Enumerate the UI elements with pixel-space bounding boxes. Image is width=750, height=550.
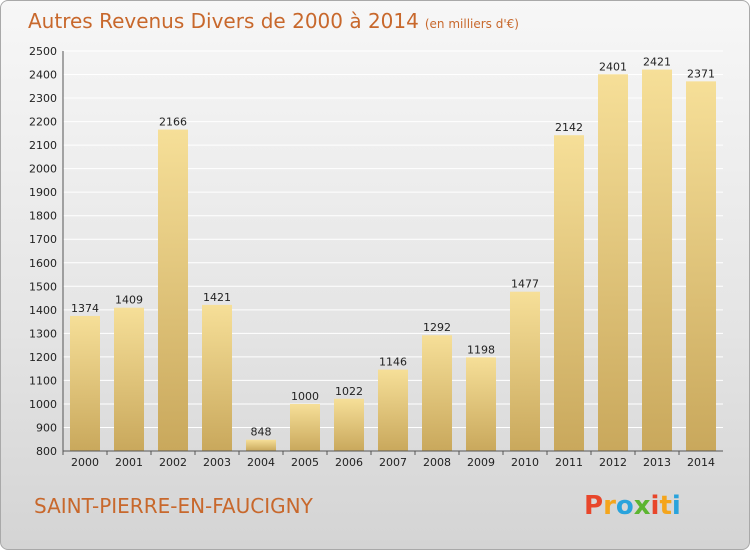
bars bbox=[70, 69, 716, 452]
value-label: 1198 bbox=[467, 343, 495, 356]
y-tick-label: 1600 bbox=[29, 257, 57, 270]
x-tick-label: 2011 bbox=[555, 456, 583, 469]
x-tick-label: 2005 bbox=[291, 456, 319, 469]
logo-letter: t bbox=[659, 491, 672, 521]
bar bbox=[510, 291, 540, 451]
y-tick-label: 2400 bbox=[29, 69, 57, 82]
bar bbox=[466, 357, 496, 451]
proxiti-logo: Proxiti bbox=[584, 491, 681, 521]
value-label: 1022 bbox=[335, 385, 363, 398]
bar bbox=[202, 304, 232, 451]
value-label: 1292 bbox=[423, 321, 451, 334]
x-tick-label: 2006 bbox=[335, 456, 363, 469]
value-label: 1421 bbox=[203, 291, 231, 304]
title-text: Autres Revenus Divers de 2000 à 2014 bbox=[28, 9, 419, 33]
value-label: 2166 bbox=[159, 116, 187, 129]
value-label: 2421 bbox=[643, 56, 671, 69]
bar bbox=[554, 135, 584, 451]
bar bbox=[422, 335, 452, 451]
chart-title: Autres Revenus Divers de 2000 à 2014 (en … bbox=[28, 9, 519, 33]
y-tick-label: 1100 bbox=[29, 374, 57, 387]
commune-name: SAINT-PIERRE-EN-FAUCIGNY bbox=[34, 494, 313, 518]
value-labels: 1374 1409 2166 1421 848 1000 1022 1146 1292 1198 1… bbox=[71, 56, 715, 439]
y-tick-label: 1800 bbox=[29, 210, 57, 223]
y-tick-label: 2500 bbox=[29, 45, 57, 58]
y-tick-label: 1400 bbox=[29, 304, 57, 317]
y-tick-label: 800 bbox=[36, 445, 57, 458]
value-label: 1374 bbox=[71, 302, 99, 315]
logo-letter: P bbox=[584, 491, 604, 521]
x-tick-label: 2010 bbox=[511, 456, 539, 469]
x-tick-label: 2009 bbox=[467, 456, 495, 469]
bar bbox=[334, 398, 364, 451]
y-tick-label: 1200 bbox=[29, 351, 57, 364]
x-tick-label: 2008 bbox=[423, 456, 451, 469]
y-tick-label: 1000 bbox=[29, 398, 57, 411]
y-tick-label: 2100 bbox=[29, 139, 57, 152]
value-label: 2142 bbox=[555, 121, 583, 134]
value-label: 1477 bbox=[511, 278, 539, 291]
x-tick-label: 2012 bbox=[599, 456, 627, 469]
x-tick-label: 2013 bbox=[643, 456, 671, 469]
bar bbox=[290, 403, 320, 451]
y-tick-label: 2000 bbox=[29, 163, 57, 176]
x-tick-label: 2002 bbox=[159, 456, 187, 469]
logo-letter: x bbox=[633, 491, 651, 521]
y-tick-label: 900 bbox=[36, 421, 57, 434]
logo-letter: i bbox=[650, 491, 660, 521]
bar bbox=[70, 315, 100, 451]
value-label: 2401 bbox=[599, 60, 627, 73]
value-label: 848 bbox=[251, 426, 272, 439]
y-tick-label: 2200 bbox=[29, 116, 57, 129]
value-label: 1000 bbox=[291, 390, 319, 403]
y-tick-label: 1500 bbox=[29, 280, 57, 293]
y-tick-label: 1300 bbox=[29, 327, 57, 340]
value-label: 1409 bbox=[115, 294, 143, 307]
x-tick-label: 2014 bbox=[687, 456, 715, 469]
x-tick-label: 2007 bbox=[379, 456, 407, 469]
title-unit: (en milliers d'€) bbox=[424, 17, 519, 31]
bar bbox=[686, 81, 716, 452]
bar bbox=[246, 439, 276, 451]
y-tick-label: 1900 bbox=[29, 186, 57, 199]
logo-letter: r bbox=[603, 491, 616, 521]
value-label: 1146 bbox=[379, 356, 407, 369]
x-tick-label: 2000 bbox=[71, 456, 99, 469]
logo-letter: o bbox=[615, 491, 634, 521]
bar bbox=[158, 129, 188, 451]
bar bbox=[378, 369, 408, 451]
bar bbox=[642, 69, 672, 452]
bar bbox=[114, 307, 144, 451]
y-tick-label: 2300 bbox=[29, 92, 57, 105]
x-tick-label: 2003 bbox=[203, 456, 231, 469]
value-label: 2371 bbox=[687, 67, 715, 80]
x-tick-label: 2004 bbox=[247, 456, 275, 469]
axes: 800 900 1000 1100 1200 1300 1400 1500 1600 1700 18… bbox=[29, 45, 723, 469]
x-tick-label: 2001 bbox=[115, 456, 143, 469]
y-tick-label: 1700 bbox=[29, 233, 57, 246]
bar bbox=[598, 74, 628, 451]
logo-letter: i bbox=[671, 491, 681, 521]
